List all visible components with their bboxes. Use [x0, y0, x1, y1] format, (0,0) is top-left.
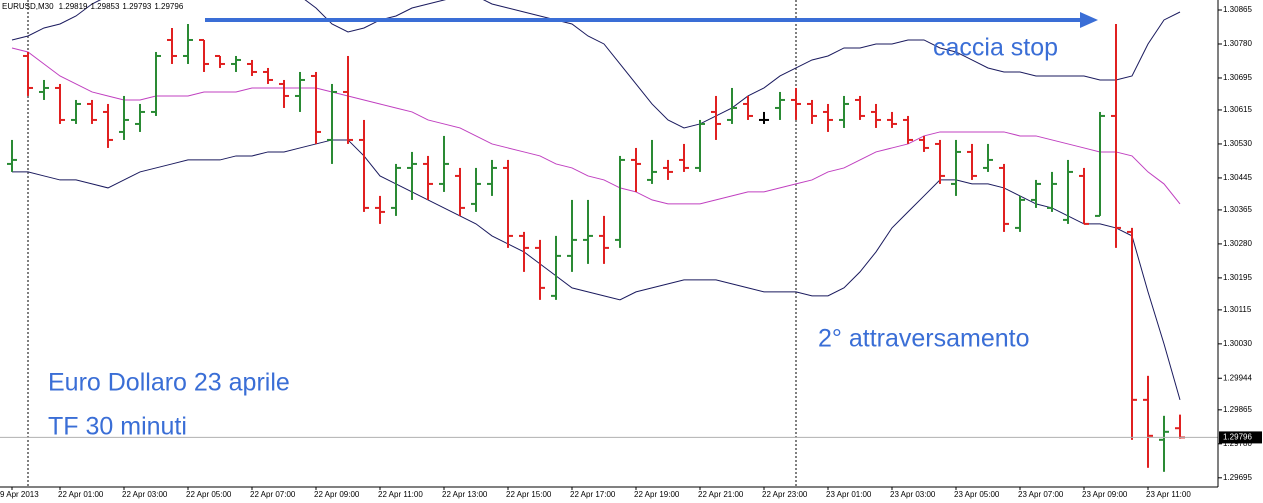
annotation: TF 30 minuti	[48, 413, 187, 441]
x-tick-label: 23 Apr 11:00	[1146, 490, 1191, 499]
axes: 1.30865 1.30780 1.30695 1.30615 1.30530 1.304…	[0, 5, 1262, 499]
header-open: 1.29819	[59, 2, 88, 11]
y-tick-label: 1.30530	[1223, 139, 1252, 148]
x-tick-label: 22 Apr 13:00	[442, 490, 488, 499]
y-tick-label: 1.29944	[1223, 373, 1252, 382]
y-tick-label: 1.29695	[1223, 473, 1252, 482]
x-tick-label: 23 Apr 07:00	[1018, 490, 1064, 499]
price-label: 1.29796	[1223, 433, 1252, 442]
y-tick-label: 1.30780	[1223, 39, 1252, 48]
header-low: 1.29793	[122, 2, 151, 11]
y-tick-label: 1.30445	[1223, 173, 1252, 182]
band-line	[12, 139, 1181, 400]
x-tick-label: 22 Apr 21:00	[698, 490, 744, 499]
y-tick-label: 1.30280	[1223, 239, 1252, 248]
bars	[7, 23, 1185, 472]
x-tick-label: 22 Apr 17:00	[570, 490, 616, 499]
x-tick-label: 23 Apr 09:00	[1082, 490, 1128, 499]
x-tick-label: 22 Apr 19:00	[634, 490, 680, 499]
x-tick-label: 23 Apr 05:00	[954, 490, 1000, 499]
x-tick-label: 9 Apr 2013	[0, 490, 39, 499]
header-high: 1.29853	[91, 2, 120, 11]
price-label-box	[1219, 431, 1262, 444]
x-tick-label: 22 Apr 03:00	[122, 490, 168, 499]
x-tick-label: 22 Apr 01:00	[58, 490, 104, 499]
x-tick-label: 22 Apr 05:00	[186, 490, 232, 499]
header: EURUSD,M30 1.29819 1.29853 1.29793 1.29796	[2, 2, 184, 11]
x-tick-label: 22 Apr 15:00	[506, 490, 552, 499]
x-tick-label: 22 Apr 09:00	[314, 490, 360, 499]
y-tick-label: 1.30865	[1223, 5, 1252, 14]
annotation: Euro Dollaro 23 aprile	[48, 369, 290, 397]
y-tick-label: 1.30365	[1223, 205, 1252, 214]
y-tick-label: 1.30695	[1223, 73, 1252, 82]
band-line	[11, 0, 1181, 129]
x-tick-label: 22 Apr 11:00	[378, 490, 423, 499]
x-tick-label: 23 Apr 03:00	[890, 490, 936, 499]
symbol: EURUSD,M30	[2, 2, 54, 11]
annotation: 2° attraversamento	[818, 325, 1030, 353]
annotation: caccia stop	[933, 34, 1058, 62]
band-line	[11, 47, 1181, 205]
x-tick-label: 22 Apr 07:00	[250, 490, 296, 499]
arrow-head	[1080, 12, 1098, 28]
y-tick-label: 1.30615	[1223, 105, 1252, 114]
y-tick-label: 1.30115	[1223, 305, 1252, 314]
y-tick-label: 1.30195	[1223, 273, 1252, 282]
header-close: 1.29796	[154, 2, 183, 11]
x-tick-label: 23 Apr 01:00	[826, 490, 872, 499]
y-tick-label: 1.30030	[1223, 339, 1252, 348]
y-tick-label: 1.29865	[1223, 405, 1252, 414]
x-tick-label: 22 Apr 23:00	[762, 490, 808, 499]
y-tick-label: 1.29780	[1223, 439, 1252, 448]
bands	[11, 0, 1181, 400]
